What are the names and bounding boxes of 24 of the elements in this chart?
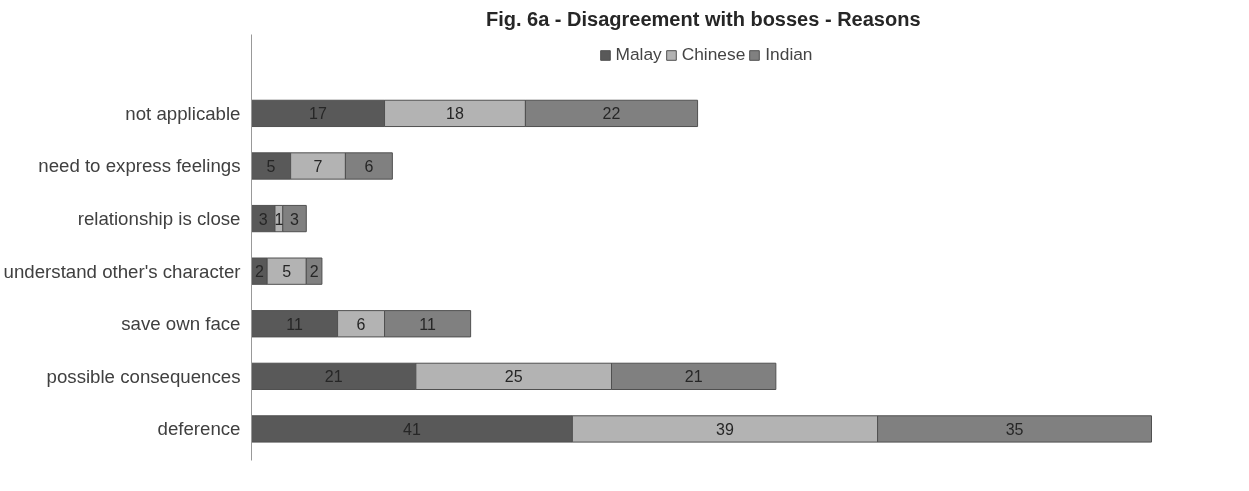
legend-label: Malay xyxy=(615,44,662,65)
data-label: 35 xyxy=(1005,420,1024,438)
data-label: 11 xyxy=(419,315,436,333)
data-label: 3 xyxy=(290,210,300,228)
data-label: 22 xyxy=(602,105,621,123)
legend-label: Chinese xyxy=(681,44,746,65)
y-tick-label: understand other's character xyxy=(3,260,241,282)
y-tick-label: save own face xyxy=(121,313,241,335)
data-label: 39 xyxy=(716,420,734,438)
data-label: 6 xyxy=(356,315,366,333)
data-label: 21 xyxy=(684,368,703,386)
data-label: 6 xyxy=(364,157,374,175)
y-tick-label: possible consequences xyxy=(46,365,241,387)
data-label: 5 xyxy=(282,263,292,281)
y-tick-label: not applicable xyxy=(125,102,241,124)
legend-label: Indian xyxy=(765,44,813,65)
y-tick-label: need to express feelings xyxy=(38,155,241,177)
data-label: 18 xyxy=(446,105,464,123)
data-label: 25 xyxy=(504,368,523,386)
y-tick-label: deference xyxy=(157,418,241,440)
chart-title: Fig. 6a - Disagreement with bosses - Reasons xyxy=(485,7,921,30)
data-label: 2 xyxy=(309,263,319,281)
data-label: 7 xyxy=(313,157,323,175)
y-tick-label: relationship is close xyxy=(77,208,241,230)
